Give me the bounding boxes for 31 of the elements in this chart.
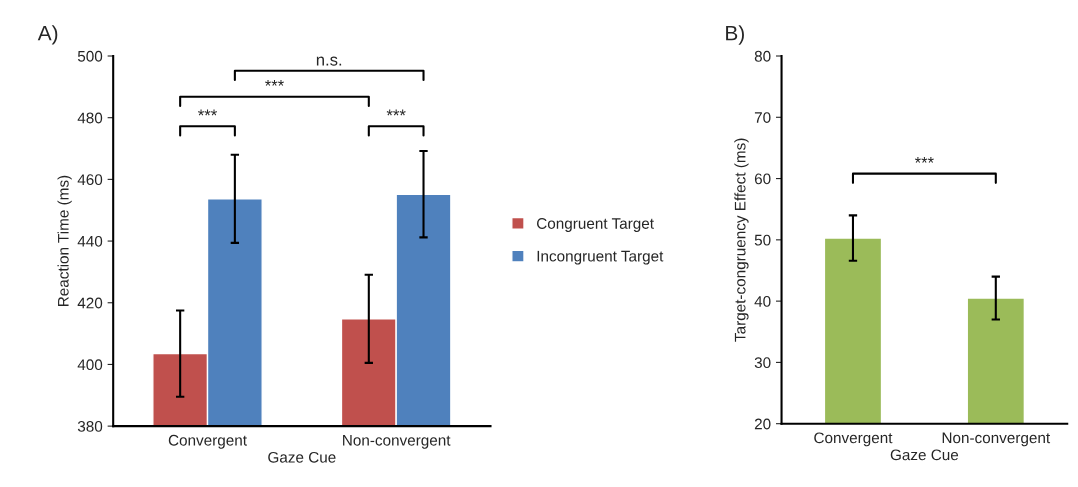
y-tick-label: 460 xyxy=(77,174,103,186)
y-tick-label: 30 xyxy=(754,357,771,369)
x-tick-label: Non-convergent xyxy=(942,432,1051,447)
y-tick-label: 500 xyxy=(77,50,103,62)
legend-label: Congruent Target xyxy=(537,218,654,232)
annotation: *** xyxy=(386,109,406,116)
y-tick-label: 80 xyxy=(754,50,771,62)
y-tick-label: 420 xyxy=(77,297,103,309)
y-tick-label: 70 xyxy=(754,112,771,123)
annotation: *** xyxy=(265,79,284,86)
y-tick-label: 380 xyxy=(77,420,103,432)
y-tick-label: 60 xyxy=(754,173,771,185)
y-tick-label: 20 xyxy=(754,418,771,430)
y-tick-label: 480 xyxy=(77,112,103,124)
x-tick-label: Convergent xyxy=(168,434,247,449)
x-tick-label: Non-convergent xyxy=(343,435,451,449)
legend-label: Incongruent Target xyxy=(537,250,664,265)
chart-title: A) xyxy=(37,25,58,45)
x-axis-title: Gaze Cue xyxy=(268,451,336,463)
annotation: n.s. xyxy=(316,56,342,66)
y-tick-label: 40 xyxy=(754,296,771,307)
chart-title: B) xyxy=(726,25,744,45)
y-tick-label: 400 xyxy=(77,359,103,371)
y-axis-title: Reaction Time (ms) xyxy=(57,175,72,307)
y-tick-label: 50 xyxy=(754,234,771,246)
y-axis-title: Target-congruency Effect (ms) xyxy=(734,138,749,342)
annotation: *** xyxy=(914,156,934,163)
x-tick-label: Convergent xyxy=(814,432,893,447)
y-tick-label: 440 xyxy=(77,235,103,247)
x-axis-title: Gaze Cue xyxy=(890,449,959,461)
annotation: *** xyxy=(198,109,217,116)
